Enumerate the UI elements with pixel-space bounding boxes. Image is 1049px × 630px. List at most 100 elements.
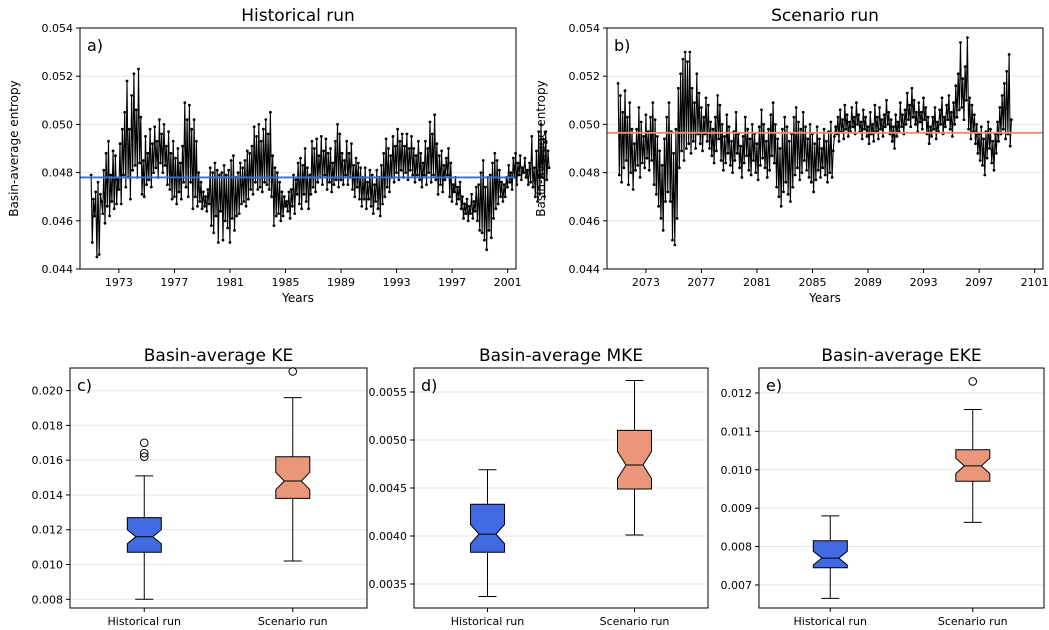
data-point <box>757 125 761 129</box>
data-point <box>458 180 462 184</box>
data-point <box>823 173 827 177</box>
data-point <box>763 166 767 170</box>
data-point <box>946 118 950 121</box>
data-point <box>842 137 846 141</box>
data-point <box>218 173 221 177</box>
outlier-point <box>139 448 149 458</box>
data-point <box>212 231 216 235</box>
data-point <box>533 195 537 199</box>
data-point <box>425 183 428 187</box>
data-point <box>813 142 817 146</box>
data-point <box>125 79 129 83</box>
data-point <box>907 118 910 121</box>
data-point <box>307 207 310 211</box>
data-point <box>243 159 247 162</box>
data-point <box>503 195 507 199</box>
data-point <box>828 171 832 175</box>
data-point <box>466 219 470 223</box>
data-point <box>704 96 708 100</box>
data-point <box>529 180 532 184</box>
data-point <box>528 161 531 165</box>
data-point <box>191 207 195 211</box>
data-point <box>203 204 206 208</box>
data-point <box>733 159 737 162</box>
data-point <box>920 127 924 131</box>
data-point <box>127 127 131 131</box>
data-point <box>845 113 849 117</box>
data-point <box>988 147 991 150</box>
data-point <box>195 139 198 143</box>
data-point <box>621 110 625 114</box>
data-point <box>656 135 659 138</box>
data-point <box>405 132 409 136</box>
data-point <box>241 166 245 170</box>
data-point <box>385 185 389 189</box>
data-point <box>392 180 396 184</box>
data-point <box>864 115 867 119</box>
data-point <box>1001 127 1005 131</box>
data-point <box>955 115 959 119</box>
panel-title: Historical run <box>241 6 355 26</box>
data-point <box>518 154 522 158</box>
data-point <box>666 190 670 194</box>
data-point <box>200 207 204 211</box>
data-point <box>904 123 908 126</box>
data-point <box>153 125 157 129</box>
data-point <box>447 147 450 150</box>
data-point <box>643 166 647 170</box>
data-point <box>96 180 100 184</box>
data-point <box>771 101 775 105</box>
data-point <box>484 185 487 189</box>
data-point <box>432 173 435 177</box>
data-point <box>412 147 416 150</box>
data-point <box>92 197 95 201</box>
data-point <box>225 173 228 177</box>
data-point <box>914 123 917 126</box>
data-point <box>167 130 171 134</box>
data-point <box>741 135 745 138</box>
data-point <box>366 180 369 184</box>
data-point <box>119 202 123 206</box>
data-point <box>282 195 286 199</box>
data-point <box>146 151 150 155</box>
data-point <box>277 212 280 216</box>
data-point <box>492 217 495 220</box>
data-point <box>797 120 800 124</box>
data-point <box>524 176 528 179</box>
data-point <box>675 217 679 220</box>
data-point <box>404 171 408 175</box>
data-point <box>779 204 783 208</box>
data-point <box>102 168 106 172</box>
data-point <box>889 118 893 121</box>
data-point <box>358 197 361 201</box>
category-label: Historical run <box>794 615 868 628</box>
panel-b: Scenario run b) 0.044 0.046 0.048 0.050 0.052 0… <box>534 6 1049 305</box>
data-point <box>347 151 351 155</box>
data-point <box>114 154 117 158</box>
data-point <box>836 115 840 119</box>
data-point <box>930 135 933 138</box>
data-point <box>617 173 621 177</box>
data-point <box>448 195 452 199</box>
data-point <box>765 176 769 179</box>
data-point <box>697 91 701 95</box>
y-tick-label: 0.007 <box>721 579 753 592</box>
data-point <box>105 204 109 208</box>
data-point <box>220 171 224 175</box>
data-point <box>478 229 482 232</box>
data-point <box>942 115 946 119</box>
data-point <box>90 241 94 244</box>
data-point <box>996 120 999 124</box>
data-point <box>682 159 686 162</box>
panel-title: Basin-average MKE <box>479 346 643 366</box>
x-tick-label: 1981 <box>216 276 244 289</box>
data-point <box>476 219 479 223</box>
series-line <box>617 37 1012 245</box>
data-point <box>700 106 703 109</box>
data-point <box>286 209 290 213</box>
data-point <box>722 168 725 172</box>
data-point <box>161 171 165 175</box>
data-point <box>738 166 741 170</box>
data-point <box>893 147 896 150</box>
data-point <box>265 183 269 187</box>
